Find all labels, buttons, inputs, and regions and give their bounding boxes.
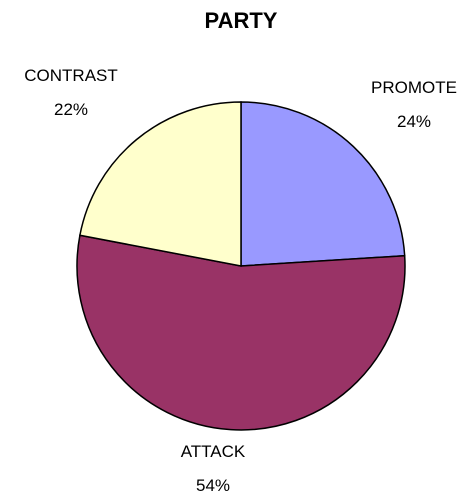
pie-labels: PROMOTE 24% ATTACK 54% CONTRAST 22% [24, 66, 457, 495]
slice-percent-promote: 24% [397, 112, 431, 131]
slice-label-attack: ATTACK [181, 442, 246, 461]
slice-label-promote: PROMOTE [371, 78, 457, 97]
chart-title: PARTY [205, 8, 278, 33]
slice-percent-attack: 54% [196, 476, 230, 495]
pie-slice-attack [76, 234, 406, 431]
pie-slice-contrast [79, 101, 242, 267]
slice-label-contrast: CONTRAST [24, 66, 118, 85]
pie-slice-promote [240, 101, 406, 267]
slice-percent-contrast: 22% [54, 100, 88, 119]
pie-slices [76, 101, 406, 431]
